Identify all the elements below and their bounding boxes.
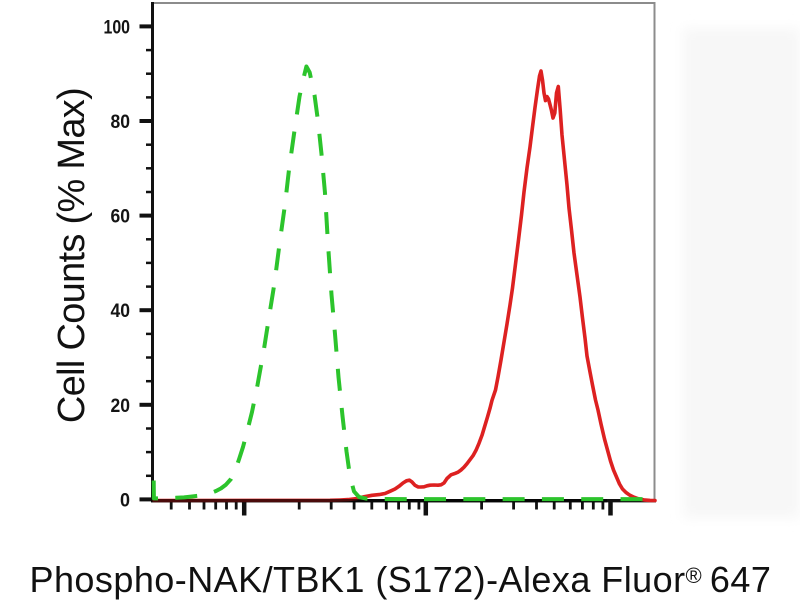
svg-text:0: 0 [120,490,130,511]
svg-text:40: 40 [111,301,131,322]
svg-text:80: 80 [111,112,131,133]
svg-text:100: 100 [104,17,131,38]
svg-text:20: 20 [111,396,131,417]
svg-text:Phospho-NAK/TBK1 (S172)-Alexa: Phospho-NAK/TBK1 (S172)-Alexa Fluor® 647 [30,559,772,600]
svg-text:Cell Counts (% Max): Cell Counts (% Max) [51,88,93,423]
svg-text:60: 60 [111,207,131,228]
